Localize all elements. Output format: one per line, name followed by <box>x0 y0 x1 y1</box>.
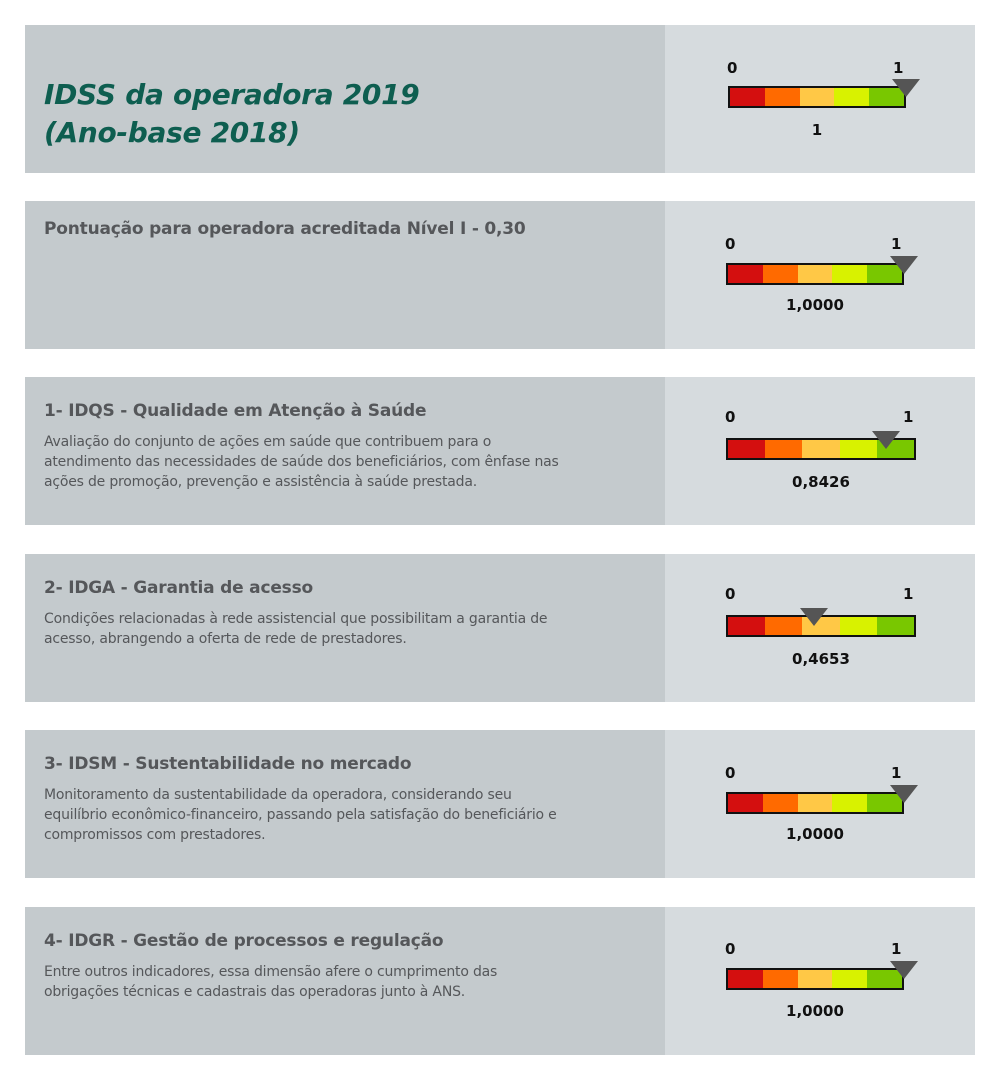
gauge-idgr-segment-1 <box>728 970 763 988</box>
gauge-idsm-max-label: 1 <box>891 764 902 782</box>
gauge-idsm-value: 1,0000 <box>786 825 844 843</box>
gauge-acreditacao-segment-2 <box>762 265 798 283</box>
gauge-idsm-segment-2 <box>762 794 798 812</box>
panel-idqs: 1- IDQS - Qualidade em Atenção à Saúde A… <box>25 377 975 525</box>
gauge-idgr-segment-4 <box>832 970 868 988</box>
gauge-idss-bar <box>728 86 906 108</box>
gauge-idga-value: 0,4653 <box>792 650 850 668</box>
gauge-acreditacao-value: 1,0000 <box>786 296 844 314</box>
gauge-idgr-min-label: 0 <box>725 940 736 958</box>
gauge-idss-segment-2 <box>764 88 800 106</box>
panel-idss: IDSS da operadora 2019 (Ano-base 2018) 0… <box>25 25 975 173</box>
gauge-idss-segment-3 <box>799 88 835 106</box>
gauge-idss-value: 1 <box>811 121 823 139</box>
gauge-idss-segment-4 <box>834 88 870 106</box>
gauge-idsm: 0 1 1,0000 <box>665 730 975 878</box>
gauge-idgr-value: 1,0000 <box>786 1002 844 1020</box>
gauge-idsm-min-label: 0 <box>725 764 736 782</box>
gauge-idqs-segment-3 <box>802 440 840 458</box>
panel-idsm-text: 3- IDSM - Sustentabilidade no mercado Mo… <box>25 730 665 878</box>
gauge-idgr: 0 1 1,0000 <box>665 907 975 1055</box>
gauge-idqs-min-label: 0 <box>725 408 736 426</box>
panel-idsm-description: Monitoramento da sustentabilidade da ope… <box>44 787 557 843</box>
gauge-idss-segment-1 <box>730 88 765 106</box>
gauge-idga-segment-2 <box>765 617 803 635</box>
gauge-idss: 0 1 1 <box>665 25 975 173</box>
panel-idqs-title: 1- IDQS - Qualidade em Atenção à Saúde <box>44 401 427 421</box>
gauge-idga-segment-1 <box>728 617 766 635</box>
gauge-idqs-value: 0,8426 <box>792 473 850 491</box>
panel-idgr-description: Entre outros indicadores, essa dimensão … <box>44 964 498 1000</box>
panel-acreditacao-text: Pontuação para operadora acreditada Níve… <box>25 201 665 349</box>
panel-idss-text: IDSS da operadora 2019 (Ano-base 2018) <box>25 25 665 173</box>
gauge-acreditacao-segment-4 <box>832 265 868 283</box>
panel-acreditacao-title: Pontuação para operadora acreditada Níve… <box>44 219 526 239</box>
panel-idga-text: 2- IDGA - Garantia de acesso Condições r… <box>25 554 665 702</box>
panel-idgr: 4- IDGR - Gestão de processos e regulaçã… <box>25 907 975 1055</box>
gauge-idga-min-label: 0 <box>725 585 736 603</box>
gauge-idgr-pointer <box>890 961 918 979</box>
gauge-idqs: 0 1 0,8426 <box>665 377 975 525</box>
gauge-idsm-bar <box>726 792 904 814</box>
panel-idqs-text: 1- IDQS - Qualidade em Atenção à Saúde A… <box>25 377 665 525</box>
gauge-idga: 0 1 0,4653 <box>665 554 975 702</box>
gauge-idss-max-label: 1 <box>893 59 904 77</box>
gauge-idss-min-label: 0 <box>727 59 738 77</box>
panel-idga-description: Condições relacionadas à rede assistenci… <box>44 611 548 647</box>
title-line-1: IDSS da operadora 2019 <box>44 78 420 111</box>
gauge-idgr-segment-3 <box>797 970 833 988</box>
gauge-acreditacao-segment-3 <box>797 265 833 283</box>
gauge-idqs-max-label: 1 <box>903 408 914 426</box>
gauge-idga-max-label: 1 <box>903 585 914 603</box>
page-title: IDSS da operadora 2019 (Ano-base 2018) <box>44 76 645 152</box>
panel-idgr-text: 4- IDGR - Gestão de processos e regulaçã… <box>25 907 665 1055</box>
gauge-acreditacao-pointer <box>890 256 918 274</box>
gauge-acreditacao-segment-1 <box>728 265 763 283</box>
gauge-idsm-segment-3 <box>797 794 833 812</box>
gauge-acreditacao-max-label: 1 <box>891 235 902 253</box>
panel-idsm-title: 3- IDSM - Sustentabilidade no mercado <box>44 754 412 774</box>
gauge-idga-pointer <box>800 608 829 626</box>
gauge-acreditacao: 0 1 1,0000 <box>665 201 975 349</box>
gauge-idsm-segment-1 <box>728 794 763 812</box>
gauge-idga-segment-4 <box>839 617 877 635</box>
gauge-acreditacao-min-label: 0 <box>725 235 736 253</box>
gauge-idgr-max-label: 1 <box>891 940 902 958</box>
gauge-idqs-segment-1 <box>728 440 766 458</box>
gauge-idqs-pointer <box>872 431 901 449</box>
gauge-idqs-segment-2 <box>765 440 803 458</box>
gauge-idga-segment-5 <box>876 617 915 635</box>
panel-idga: 2- IDGA - Garantia de acesso Condições r… <box>25 554 975 702</box>
gauge-idss-pointer <box>892 79 920 97</box>
gauge-idqs-segment-4 <box>839 440 877 458</box>
panel-acreditacao: Pontuação para operadora acreditada Níve… <box>25 201 975 349</box>
gauge-idsm-pointer <box>890 785 918 803</box>
title-line-2: (Ano-base 2018) <box>44 116 300 149</box>
panel-idga-title: 2- IDGA - Garantia de acesso <box>44 578 313 598</box>
gauge-acreditacao-bar <box>726 263 904 285</box>
panel-idqs-description: Avaliação do conjunto de ações em saúde … <box>44 434 559 490</box>
panel-idgr-title: 4- IDGR - Gestão de processos e regulaçã… <box>44 931 444 951</box>
gauge-idgr-bar <box>726 968 904 990</box>
gauge-idgr-segment-2 <box>762 970 798 988</box>
panel-idsm: 3- IDSM - Sustentabilidade no mercado Mo… <box>25 730 975 878</box>
gauge-idsm-segment-4 <box>832 794 868 812</box>
